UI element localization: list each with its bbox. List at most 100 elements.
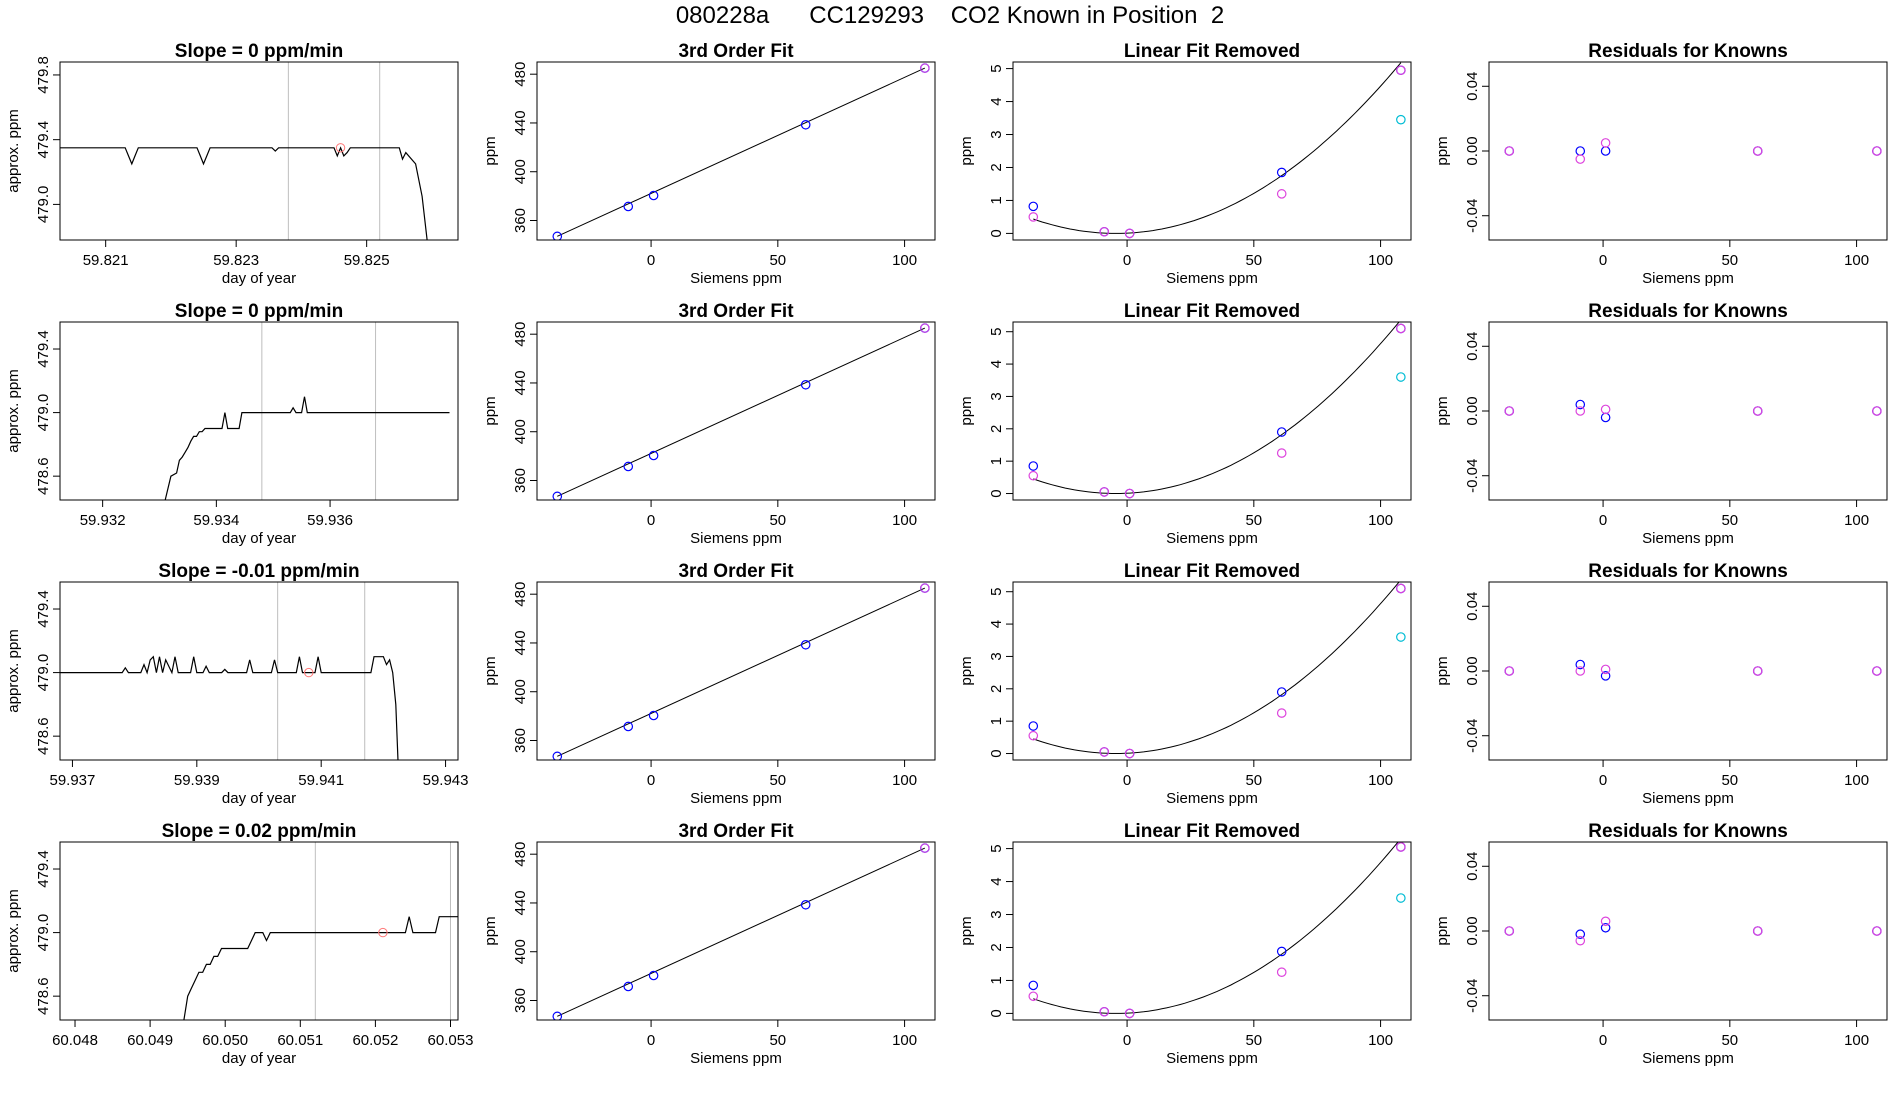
chart-panel-r2c3: Linear Fit Removed 0 50 100 0 1 2 3 4 5 Siemens pp… (958, 301, 1412, 547)
chart-panel-r4c4: Residuals for Knowns 0 50 100 -0.04 0.00 0.04 S… (1434, 821, 1888, 1067)
plot-frame (1488, 321, 1888, 501)
y-tick-label: 480 (512, 322, 529, 347)
y-tick-label: 400 (512, 679, 529, 704)
x-tick-label: 50 (769, 252, 786, 269)
data-point (1396, 842, 1406, 852)
data-point (1752, 146, 1763, 156)
data-point (1504, 146, 1515, 156)
x-tick-label: 59.934 (193, 512, 239, 529)
y-tick-label: 0 (988, 749, 1005, 757)
x-axis-label: Siemens ppm (1166, 530, 1258, 547)
plot-frame (1012, 321, 1412, 501)
chart-panel-r1c1: Slope = 0 ppm/min 59.821 59.823 59.825 479.0… (5, 41, 459, 287)
data-point (920, 843, 930, 853)
plot-area (164, 396, 450, 500)
data-point (1028, 991, 1039, 1002)
y-tick-label: 400 (512, 159, 529, 184)
x-tick-label: 0 (1123, 512, 1131, 529)
y-tick-label: 3 (988, 910, 1005, 918)
figure-title: 080228a CC129293 CO2 Known in Position 2 (675, 2, 1225, 29)
plot-frame (59, 321, 459, 501)
plot-area (1504, 916, 1882, 946)
data-point (1575, 666, 1586, 676)
x-tick-label: 100 (892, 1032, 917, 1049)
y-tick-label: 5 (988, 328, 1005, 336)
chart-panel-r1c3: Linear Fit Removed 0 50 100 0 1 2 3 4 5 Siemens pp… (958, 41, 1412, 287)
data-point (1276, 708, 1287, 718)
x-tick-label: 100 (1368, 252, 1393, 269)
x-tick-label: 50 (1245, 1032, 1262, 1049)
data-point (800, 639, 811, 650)
x-axis-label: Siemens ppm (1166, 270, 1258, 287)
fit-line (557, 327, 926, 497)
y-axis-label: approx. ppm (5, 629, 22, 712)
y-tick-label: -0.04 (1464, 459, 1481, 493)
x-tick-label: 60.052 (352, 1032, 398, 1049)
y-tick-label: 0.04 (1464, 72, 1481, 101)
y-tick-label: 4 (988, 620, 1005, 628)
y-tick-label: 1 (988, 717, 1005, 725)
plot-frame (59, 61, 459, 241)
plot-frame (1012, 61, 1412, 241)
fit-line (557, 587, 926, 757)
y-tick-label: 479.0 (35, 186, 52, 224)
data-point (552, 1011, 563, 1020)
data-point (1600, 671, 1611, 681)
x-tick-label: 60.048 (52, 1032, 98, 1049)
y-tick-label: 2 (988, 685, 1005, 693)
y-tick-label: 360 (512, 728, 529, 753)
y-tick-label: 479.0 (35, 914, 52, 952)
chart-panel-r4c3: Linear Fit Removed 0 50 100 0 1 2 3 4 5 Siemens pp… (958, 821, 1412, 1067)
y-tick-label: 5 (988, 588, 1005, 596)
data-point (1872, 926, 1882, 936)
plot-frame (1488, 841, 1888, 1021)
y-tick-label: 478.6 (35, 977, 52, 1015)
y-tick-label: 1 (988, 196, 1005, 204)
y-axis-label: ppm (958, 656, 975, 685)
series-line (60, 146, 428, 240)
x-tick-label: 100 (1368, 772, 1393, 789)
y-tick-label: 0 (988, 489, 1005, 497)
data-point (648, 710, 659, 721)
x-axis-label: Siemens ppm (690, 270, 782, 287)
x-tick-label: 50 (1245, 512, 1262, 529)
plot-area (60, 143, 428, 240)
x-tick-label: 0 (647, 512, 655, 529)
x-tick-label: 50 (1721, 772, 1738, 789)
x-axis-label: Siemens ppm (1642, 790, 1734, 807)
chart-title: Slope = -0.01 ppm/min (158, 561, 359, 582)
data-point (1575, 406, 1586, 416)
plot-area (552, 843, 930, 1020)
chart-panel-r1c4: Residuals for Knowns 0 50 100 -0.04 0.00 0.04 S… (1434, 41, 1888, 287)
y-tick-label: 0 (988, 1009, 1005, 1017)
data-point (1600, 404, 1611, 415)
chart-title: Residuals for Knowns (1588, 561, 1788, 582)
x-axis-label: day of year (222, 530, 296, 547)
y-axis-label: ppm (958, 916, 975, 945)
x-axis-label: Siemens ppm (1642, 1050, 1734, 1067)
x-tick-label: 50 (1245, 772, 1262, 789)
data-point (1124, 488, 1135, 499)
x-axis-label: Siemens ppm (1642, 530, 1734, 547)
y-tick-label: 5 (988, 64, 1005, 72)
fit-line (557, 67, 926, 237)
x-tick-label: 0 (1123, 252, 1131, 269)
data-point (378, 927, 388, 938)
chart-title: Slope = 0.02 ppm/min (162, 821, 357, 842)
fit-curve (1033, 62, 1402, 234)
y-axis-label: ppm (482, 136, 499, 165)
y-tick-label: 2 (988, 163, 1005, 171)
chart-title: Linear Fit Removed (1124, 561, 1300, 582)
y-tick-label: 480 (512, 842, 529, 867)
plot-frame (59, 841, 459, 1021)
y-tick-label: 0.00 (1464, 656, 1481, 685)
x-tick-label: 50 (1721, 512, 1738, 529)
y-tick-label: 480 (512, 62, 529, 87)
data-point (623, 201, 634, 212)
y-axis-label: ppm (482, 396, 499, 425)
x-tick-label: 59.821 (83, 252, 129, 269)
plot-frame (536, 61, 936, 241)
chart-title: Slope = 0 ppm/min (175, 301, 343, 322)
plot-area (552, 583, 930, 760)
